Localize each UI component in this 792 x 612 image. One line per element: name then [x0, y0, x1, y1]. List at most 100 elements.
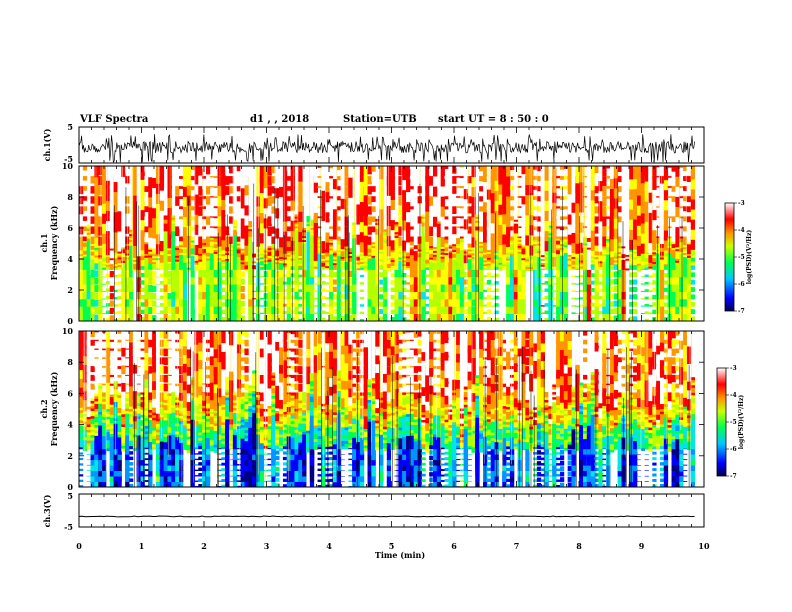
spectrogram-cell: [167, 392, 172, 396]
spectrogram-cell: [609, 249, 615, 252]
spectrogram-cell: [86, 230, 91, 233]
spectrogram-cell: [517, 166, 522, 168]
spectrogram-cell: [479, 247, 484, 250]
spectrogram-cell: [656, 251, 661, 254]
spectrogram-cell: [471, 247, 476, 250]
spectrogram-cell: [390, 257, 395, 261]
spectrogram-cell: [198, 383, 203, 396]
spectrogram-cell: [152, 307, 157, 315]
spectrogram-cell: [125, 429, 130, 433]
spectrogram-cell: [571, 226, 576, 244]
spectrogram-cell: [629, 265, 634, 270]
spectrogram-cell: [155, 413, 161, 417]
spectrogram-cell: [79, 463, 84, 466]
spectrogram-cell: [359, 274, 365, 278]
spectrogram-cell: [82, 242, 88, 245]
spectrogram-cell: [202, 357, 207, 359]
spectrogram-cell: [86, 470, 91, 472]
spectrogram-cell: [409, 254, 415, 270]
spectrogram-cell: [179, 248, 184, 251]
spectrogram-cell: [390, 309, 395, 315]
spectrogram-cell: [79, 357, 84, 371]
spectrogram-cell: [679, 216, 684, 219]
spectrogram-cell: [371, 166, 376, 172]
spectrogram-cell: [367, 236, 372, 245]
spectrogram-cell: [159, 266, 165, 270]
spectrogram-cell: [225, 186, 230, 195]
spectrogram-cell: [440, 166, 445, 177]
spectrogram-cell: [113, 289, 118, 292]
spectrogram-cell: [190, 166, 195, 171]
spectrogram-cell: [586, 196, 592, 198]
spectrogram-cell: [190, 255, 195, 270]
spectrogram-cell: [359, 196, 365, 213]
spectrogram-cell: [336, 249, 342, 253]
spectrogram-cell: [117, 331, 122, 334]
spectrogram-cell: [190, 249, 195, 253]
spectrogram-cell: [132, 436, 138, 440]
spectrogram-cell: [113, 398, 118, 402]
spectrogram-cell: [163, 331, 168, 339]
spectrogram-cell: [140, 430, 145, 434]
spectrogram-cell: [306, 231, 311, 270]
spectrogram-cell: [521, 289, 526, 300]
spectrogram-cell: [379, 196, 384, 210]
spectrogram-cell: [275, 196, 280, 209]
spectrogram-cell: [198, 440, 203, 444]
spectrogram-cell: [148, 457, 153, 466]
spectrogram-cell: [205, 423, 211, 428]
spectrogram-cell: [517, 206, 522, 208]
spectrogram-cell: [148, 339, 153, 348]
spectrogram-cell: [502, 236, 507, 255]
spectrogram-cell: [113, 216, 118, 233]
spectrogram-cell: [594, 226, 599, 234]
spectrogram-cell: [340, 301, 345, 307]
spectrogram-cell: [98, 422, 103, 426]
spectrogram-cell: [479, 264, 484, 278]
spectrogram-cell: [109, 404, 115, 408]
spectrogram-cell: [490, 290, 495, 292]
spectrogram-cell: [182, 444, 188, 448]
spectrogram-cell: [267, 276, 272, 285]
spectrogram-cell: [255, 261, 261, 270]
spectrogram-cell: [86, 339, 91, 355]
spectrogram-cell: [202, 226, 207, 230]
spectrogram-cell: [240, 315, 245, 322]
spectrogram-cell: [148, 259, 153, 262]
spectrogram-cell: [144, 286, 149, 300]
spectrogram-cell: [117, 266, 122, 270]
spectrogram-cell: [79, 446, 84, 450]
spectrogram-cell: [229, 258, 234, 270]
spectrogram-cell: [279, 277, 284, 285]
spectrogram-cell: [644, 253, 649, 256]
spectrogram-cell: [259, 283, 265, 285]
spectrogram-cell: [209, 331, 215, 348]
spectrogram-cell: [190, 292, 195, 307]
spectrogram-cell: [459, 236, 465, 239]
spectrogram-cell: [656, 241, 661, 244]
spectrogram-cell: [636, 267, 642, 270]
spectrogram-cell: [152, 435, 157, 439]
spectrogram-cell: [486, 261, 492, 264]
spectrogram-cell: [229, 245, 234, 248]
spectrogram-cell: [98, 254, 103, 258]
spectrogram-cell: [602, 259, 607, 263]
spectrogram-cell: [90, 418, 95, 422]
spectrogram-cell: [213, 241, 218, 245]
spectrogram-cell: [606, 242, 611, 245]
spectrogram-cell: [267, 251, 272, 254]
spectrogram-cell: [506, 298, 511, 307]
spectrogram-cell: [363, 267, 368, 270]
spectrogram-cell: [686, 301, 692, 315]
spectrogram-cell: [525, 262, 530, 266]
spectrogram-cell: [90, 456, 95, 466]
spectrogram-cell: [129, 408, 134, 412]
spectrogram-cell: [125, 418, 130, 422]
spectrogram-cell: [533, 206, 538, 210]
spectrogram-cell: [244, 236, 249, 256]
spectrogram-cell: [148, 374, 153, 383]
spectrogram-cell: [494, 303, 499, 307]
spectrogram-cell: [386, 263, 392, 266]
spectrogram-cell: [340, 271, 345, 278]
spectrogram-cell: [313, 305, 318, 307]
